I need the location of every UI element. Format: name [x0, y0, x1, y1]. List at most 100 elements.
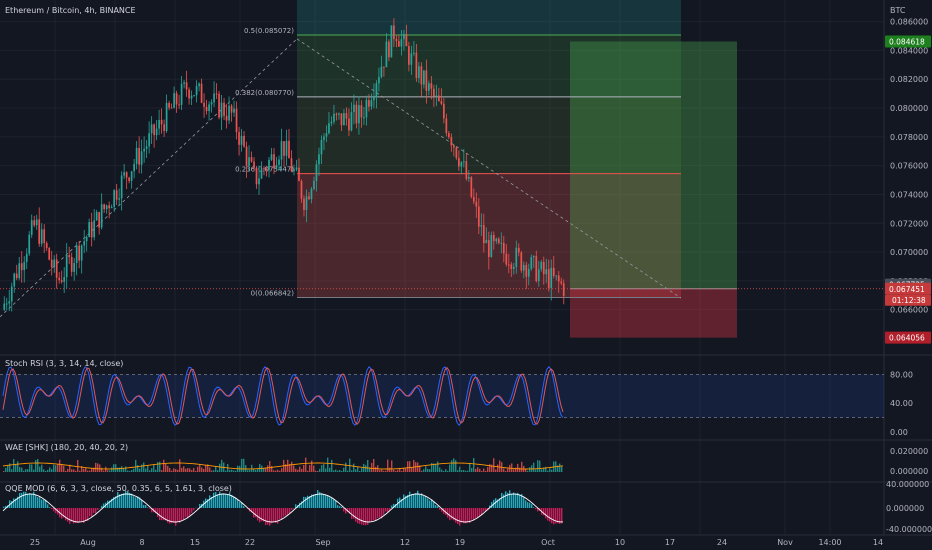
- wae-bar: [111, 467, 113, 472]
- candle-body: [390, 25, 393, 58]
- wae-bar: [325, 468, 327, 472]
- wae-bar: [97, 463, 99, 472]
- wae-bar: [389, 467, 391, 472]
- candle-body: [173, 93, 175, 108]
- wae-bar: [495, 469, 497, 472]
- qqe-bar: [15, 498, 17, 508]
- candle-body: [525, 264, 528, 277]
- candle-body: [340, 113, 343, 126]
- qqe-bar: [423, 496, 425, 508]
- price-tick-label: 0.078000: [890, 133, 928, 142]
- qqe-bar: [109, 500, 111, 508]
- qqe-bar: [177, 508, 179, 523]
- candle-body: [45, 242, 48, 249]
- wae-bar: [193, 467, 195, 472]
- time-axis[interactable]: 25 Aug 8 15 22 Sep 12 19 Oct 10 17 24 Nov 14:00 14: [30, 538, 883, 547]
- qqe-bar: [521, 494, 523, 508]
- qqe-bar: [133, 496, 135, 508]
- qqe-bar: [531, 504, 533, 508]
- qqe-bar: [337, 505, 339, 508]
- qqe-bar: [277, 508, 279, 524]
- candle-body: [288, 140, 290, 159]
- candle-body: [433, 88, 435, 97]
- qqe-bar: [537, 508, 539, 512]
- qqe-bar: [517, 492, 519, 508]
- wae-bar: [251, 464, 253, 472]
- candle-body: [330, 121, 333, 124]
- candle-body: [18, 263, 21, 279]
- candle-body: [423, 70, 425, 85]
- candle-body: [300, 180, 303, 199]
- candle-body: [495, 238, 498, 242]
- wae-bar: [109, 470, 111, 472]
- qqe-bar: [75, 508, 77, 523]
- qqe-bar: [285, 508, 287, 516]
- wae-bar: [441, 469, 443, 472]
- fib-level-label: 0(0.066842): [251, 290, 295, 298]
- qqe-bar: [293, 508, 295, 509]
- stoch-axis-label: 40.00: [890, 399, 913, 408]
- wae-bar: [341, 470, 343, 472]
- candle-body: [555, 275, 558, 277]
- price-tick-label: 0.066000: [890, 306, 928, 315]
- wae-bar: [365, 465, 367, 472]
- qqe-bar: [237, 499, 239, 508]
- qqe-bar: [175, 508, 177, 526]
- wae-bar: [513, 469, 515, 472]
- candlestick-series: [3, 18, 565, 312]
- wae-bar: [345, 462, 347, 472]
- time-tick-label: Nov: [777, 538, 793, 547]
- candle-body: [400, 39, 403, 47]
- wae-bar: [95, 462, 97, 472]
- wae-bar: [179, 459, 181, 472]
- qqe-bar: [447, 508, 449, 518]
- qqe-bar: [411, 494, 413, 508]
- wae-bar: [431, 463, 433, 472]
- wae-explosion-line: [2, 462, 564, 470]
- wae-bar: [87, 470, 89, 472]
- price-tick-label: 0.072000: [890, 219, 928, 228]
- candle-body: [507, 264, 510, 266]
- candle-body: [355, 104, 358, 124]
- qqe-bar: [97, 508, 99, 510]
- qqe-bar: [243, 506, 245, 508]
- qqe-bar: [301, 501, 303, 508]
- time-tick-label: 14: [873, 538, 883, 547]
- qqe-bar: [327, 495, 329, 508]
- candle-body: [198, 83, 200, 87]
- candle-body: [462, 161, 465, 163]
- wae-bar: [161, 470, 163, 472]
- wae-bar: [347, 470, 349, 472]
- qqe-bar: [523, 497, 525, 508]
- qqe-bar: [547, 508, 549, 521]
- wae-bar: [309, 464, 311, 472]
- wae-bar: [317, 470, 319, 472]
- wae-bar: [35, 460, 37, 472]
- qqe-bar: [199, 504, 201, 508]
- candle-body: [542, 262, 545, 275]
- price-badge: [885, 282, 931, 295]
- candle-body: [492, 234, 495, 242]
- qqe-bar: [405, 495, 407, 508]
- wae-bar: [399, 467, 401, 472]
- candle-body: [55, 259, 58, 278]
- wae-bar: [245, 465, 247, 472]
- candle-body: [295, 167, 298, 170]
- wae-bar: [507, 468, 509, 472]
- wae-bar: [455, 460, 457, 472]
- wae-bar: [323, 464, 325, 472]
- wae-bar: [287, 459, 289, 472]
- qqe-bar: [119, 494, 121, 508]
- qqe-bar: [189, 508, 191, 516]
- candle-body: [143, 148, 145, 152]
- wae-bar: [213, 470, 215, 472]
- candle-body: [270, 154, 273, 160]
- wae-bar: [401, 470, 403, 472]
- wae-bar: [465, 470, 467, 472]
- qqe-bar: [545, 508, 547, 519]
- wae-bar: [403, 468, 405, 472]
- wae-bar: [189, 468, 191, 472]
- candle-body: [305, 196, 308, 210]
- time-tick-label: 12: [400, 538, 410, 547]
